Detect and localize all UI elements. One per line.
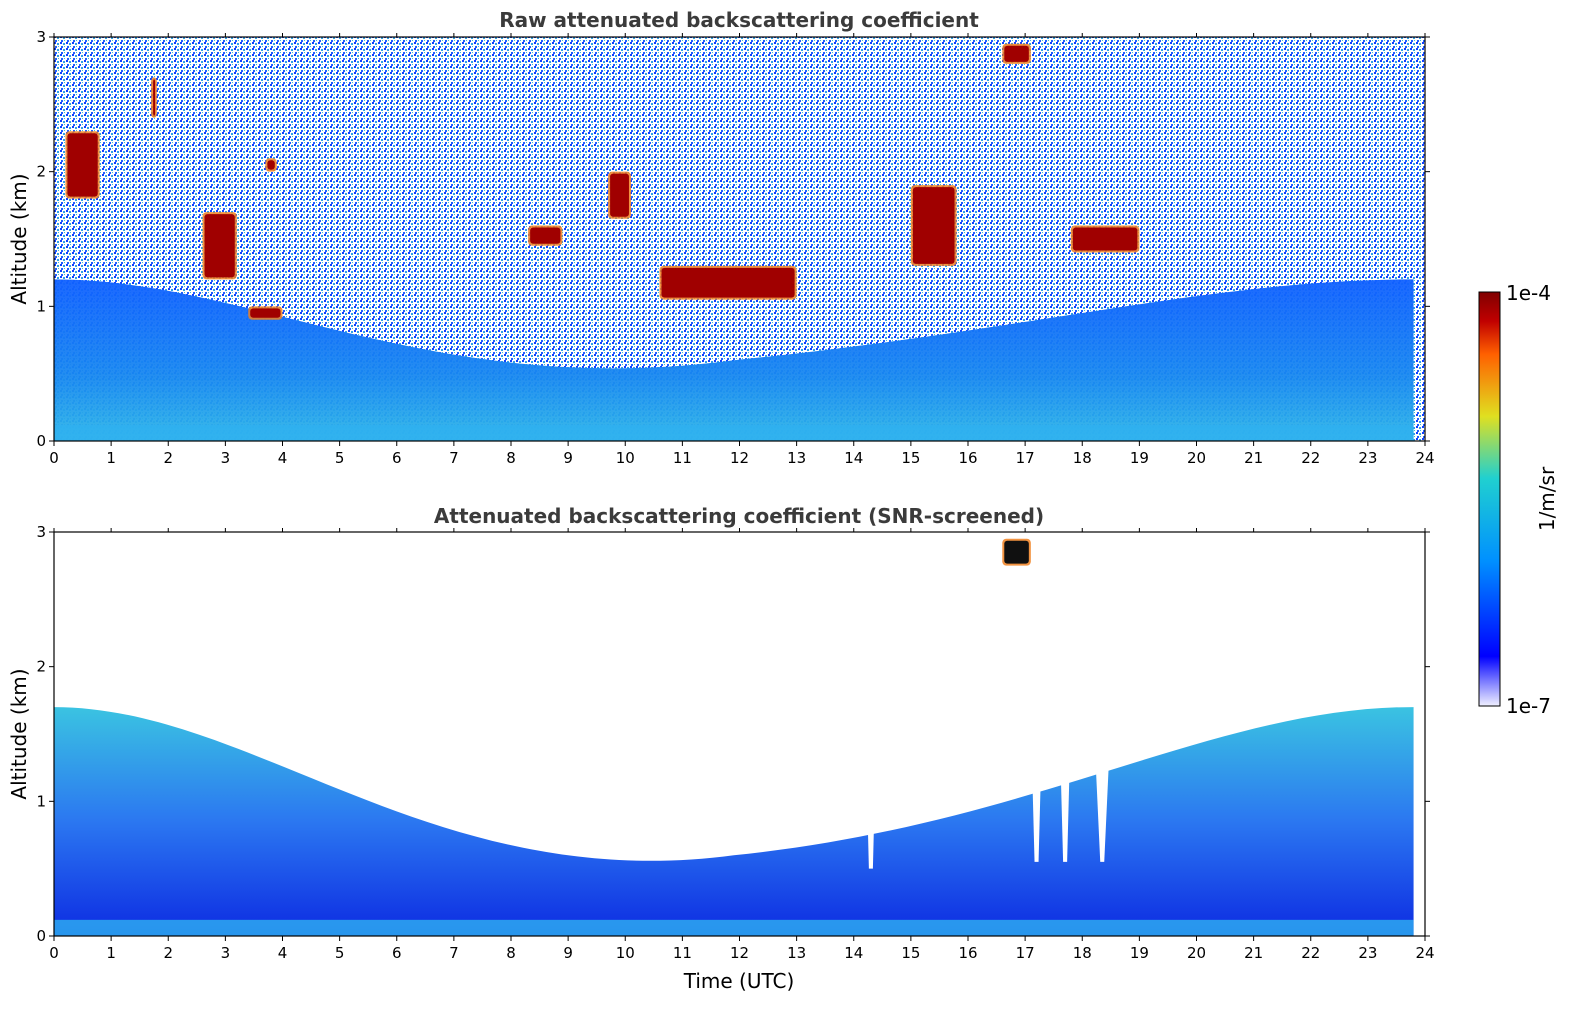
y-tick-label: 3 xyxy=(36,28,46,46)
cloud-core xyxy=(204,214,235,278)
x-tick-label: 7 xyxy=(449,944,459,962)
x-tick-label: 17 xyxy=(1016,449,1035,467)
screened-gap xyxy=(1093,720,1111,862)
x-tick-label: 19 xyxy=(1130,449,1149,467)
x-tick-label: 8 xyxy=(506,944,516,962)
x-tick-label: 0 xyxy=(49,449,59,467)
x-tick-label: 4 xyxy=(278,449,288,467)
panel-screened-ylabel: Altitude (km) xyxy=(7,668,31,799)
x-tick-label: 8 xyxy=(506,449,516,467)
y-tick-label: 0 xyxy=(36,432,46,450)
cloud-core xyxy=(153,79,156,116)
x-tick-label: 3 xyxy=(221,944,231,962)
x-tick-label: 24 xyxy=(1415,944,1434,962)
x-tick-label: 20 xyxy=(1187,944,1206,962)
x-tick-label: 22 xyxy=(1301,944,1320,962)
panel-screened: Attenuated backscattering coefficient (S… xyxy=(7,504,1435,993)
colorbar-max-label: 1e-4 xyxy=(1506,281,1551,305)
x-tick-label: 9 xyxy=(563,944,573,962)
cloud-core xyxy=(530,227,561,244)
x-tick-label: 5 xyxy=(335,944,345,962)
x-tick-label: 1 xyxy=(106,449,116,467)
surface-layer xyxy=(54,919,1414,936)
x-tick-label: 16 xyxy=(958,944,977,962)
cloud-core xyxy=(610,173,629,217)
x-tick-label: 11 xyxy=(673,449,692,467)
surface-layer xyxy=(54,424,1414,441)
screened-gap xyxy=(608,720,637,856)
cloud-core xyxy=(912,187,955,264)
x-tick-label: 23 xyxy=(1358,944,1377,962)
cloud-core xyxy=(67,133,98,197)
x-tick-label: 18 xyxy=(1073,944,1092,962)
boundary-layer xyxy=(54,707,1414,936)
x-tick-label: 15 xyxy=(901,944,920,962)
panel-screened-axes: 0 1 2 3 4 5 6 7 8 9 10 11 12 13 14 15 16 17 18 19 20 21 22 23 24… xyxy=(36,523,1434,962)
x-tick-label: 24 xyxy=(1415,449,1434,467)
cloud-core xyxy=(1004,45,1029,62)
x-tick-label: 20 xyxy=(1187,449,1206,467)
x-tick-label: 11 xyxy=(673,944,692,962)
colorbar: 1e-4 1e-7 1/m/sr xyxy=(1478,281,1559,718)
x-tick-label: 0 xyxy=(49,944,59,962)
x-tick-label: 4 xyxy=(278,944,288,962)
screened-gap xyxy=(1059,720,1071,862)
x-tick-label: 21 xyxy=(1244,944,1263,962)
x-tick-label: 7 xyxy=(449,449,459,467)
y-tick-label: 3 xyxy=(36,523,46,541)
x-tick-label: 23 xyxy=(1358,449,1377,467)
cloud-core xyxy=(250,308,281,318)
y-tick-label: 1 xyxy=(36,297,46,315)
boundary-layer xyxy=(54,279,1414,441)
x-tick-label: 12 xyxy=(730,449,749,467)
cloud-core xyxy=(1004,540,1029,564)
colorbar-min-label: 1e-7 xyxy=(1506,694,1551,718)
y-tick-label: 0 xyxy=(36,927,46,945)
y-tick-label: 2 xyxy=(36,658,46,676)
x-tick-label: 1 xyxy=(106,944,116,962)
x-tick-label: 15 xyxy=(901,449,920,467)
x-tick-label: 10 xyxy=(616,449,635,467)
panel-raw-axes: 0 1 2 3 4 5 6 7 8 9 10 11 12 13 14 15 16 17 18 19 20 21 22 23 24… xyxy=(36,28,1434,467)
panel-raw-ylabel: Altitude (km) xyxy=(7,173,31,304)
x-tick-label: 17 xyxy=(1016,944,1035,962)
cloud-core xyxy=(661,267,795,298)
x-tick-label: 6 xyxy=(392,944,402,962)
colorbar-gradient xyxy=(1478,291,1501,707)
screened-gap xyxy=(865,720,877,869)
x-tick-label: 9 xyxy=(563,449,573,467)
panel-screened-title: Attenuated backscattering coefficient (S… xyxy=(434,504,1044,528)
y-tick-label: 2 xyxy=(36,163,46,181)
cloud-core xyxy=(267,160,275,170)
x-tick-label: 19 xyxy=(1130,944,1149,962)
x-tick-label: 2 xyxy=(163,944,173,962)
x-tick-label: 2 xyxy=(163,449,173,467)
cloud-core xyxy=(1072,227,1138,251)
screened-gap xyxy=(1030,720,1043,862)
x-tick-label: 21 xyxy=(1244,449,1263,467)
x-tick-label: 16 xyxy=(958,449,977,467)
x-tick-label: 10 xyxy=(616,944,635,962)
x-tick-label: 14 xyxy=(844,449,863,467)
panel-screened-plot-area xyxy=(54,532,1425,936)
x-tick-label: 18 xyxy=(1073,449,1092,467)
panel-raw-title: Raw attenuated backscattering coefficien… xyxy=(499,8,979,32)
x-tick-label: 13 xyxy=(787,449,806,467)
colorbar-unit-label: 1/m/sr xyxy=(1535,466,1559,531)
x-tick-label: 14 xyxy=(844,944,863,962)
panel-raw: Raw attenuated backscattering coefficien… xyxy=(7,8,1435,467)
x-tick-label: 22 xyxy=(1301,449,1320,467)
panel-raw-plot-area xyxy=(54,37,1425,441)
y-tick-label: 1 xyxy=(36,792,46,810)
x-tick-label: 12 xyxy=(730,944,749,962)
x-tick-label: 13 xyxy=(787,944,806,962)
x-tick-label: 6 xyxy=(392,449,402,467)
x-tick-label: 3 xyxy=(221,449,231,467)
x-axis-label: Time (UTC) xyxy=(683,969,795,993)
x-tick-label: 5 xyxy=(335,449,345,467)
